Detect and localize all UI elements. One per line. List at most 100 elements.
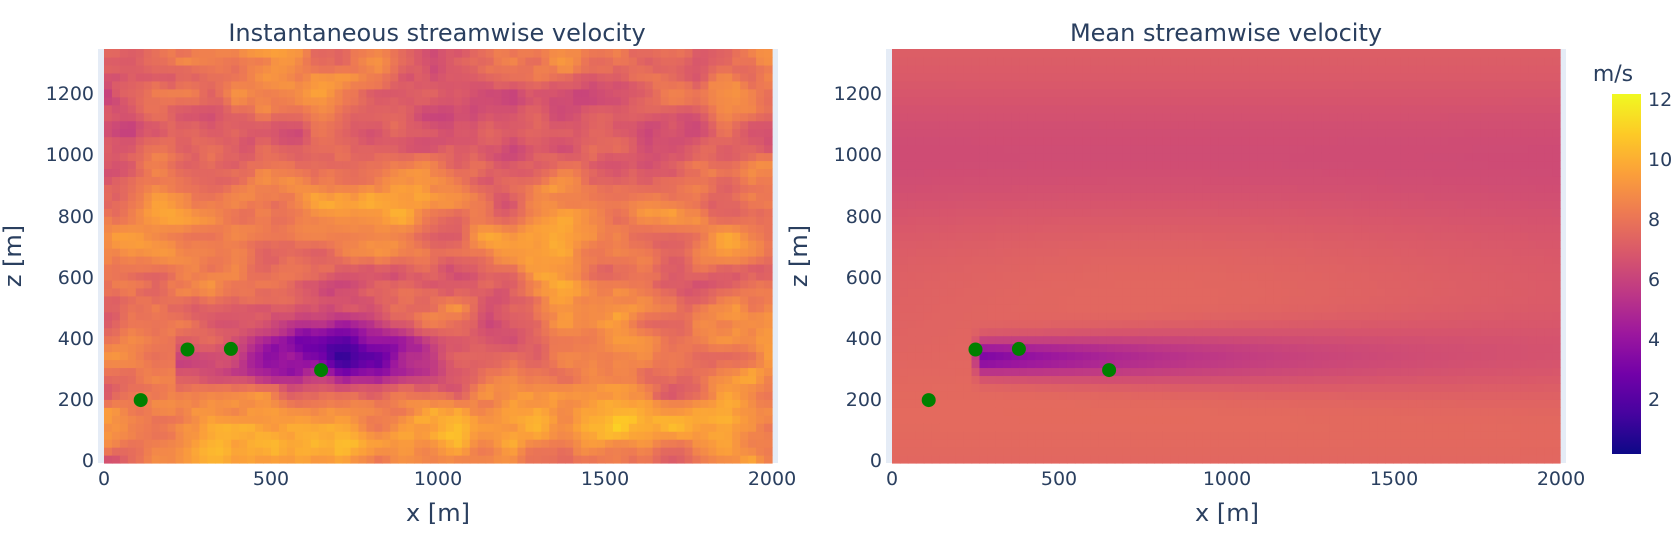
- heatmap-cell: [430, 56, 439, 66]
- heatmap-cell: [612, 248, 622, 257]
- heatmap-cell: [892, 415, 901, 424]
- heatmap-cell: [334, 439, 344, 448]
- heatmap-cell: [302, 104, 312, 114]
- heatmap-cell: [493, 216, 503, 225]
- heatmap-cell: [605, 192, 614, 201]
- heatmap-cell: [684, 407, 694, 416]
- heatmap-cell: [931, 88, 941, 98]
- heatmap-cell: [517, 271, 527, 281]
- heatmap-cell: [143, 383, 153, 392]
- heatmap-cell: [708, 335, 717, 345]
- heatmap-cell: [517, 88, 527, 98]
- heatmap-cell: [628, 88, 638, 98]
- heatmap-cell: [501, 327, 511, 337]
- heatmap-cell: [517, 327, 527, 337]
- heatmap-cell: [939, 64, 949, 74]
- heatmap-cell: [597, 431, 606, 440]
- heatmap-cell: [223, 455, 232, 464]
- heatmap-cell: [382, 152, 391, 162]
- heatmap-cell: [215, 303, 224, 313]
- heatmap-cell: [589, 431, 598, 440]
- heatmap-cell: [549, 144, 558, 154]
- heatmap-cell: [199, 295, 208, 305]
- heatmap-cell: [493, 311, 503, 321]
- heatmap-cell: [183, 383, 193, 392]
- heatmap-cell: [326, 319, 336, 329]
- heatmap-cell: [636, 319, 646, 329]
- heatmap-cell: [756, 439, 765, 448]
- heatmap-cell: [247, 168, 256, 177]
- heatmap-cell: [748, 176, 757, 185]
- heatmap-cell: [485, 192, 495, 201]
- heatmap-cell: [143, 104, 153, 114]
- heatmap-cell: [915, 359, 925, 369]
- heatmap-cell: [676, 136, 686, 146]
- heatmap-cell: [477, 335, 487, 345]
- heatmap-cell: [764, 144, 773, 154]
- heatmap-cell: [485, 72, 495, 82]
- heatmap-cell: [509, 327, 519, 337]
- heatmap-cell: [700, 240, 709, 249]
- heatmap-cell: [963, 152, 973, 162]
- heatmap-cell: [390, 295, 399, 305]
- heatmap-cell: [565, 447, 574, 456]
- heatmap-cell: [271, 112, 280, 122]
- heatmap-cell: [740, 295, 749, 305]
- heatmap-cell: [517, 216, 527, 225]
- heatmap-cell: [215, 375, 224, 384]
- heatmap-cell: [326, 64, 336, 74]
- heatmap-cell: [390, 216, 399, 225]
- heatmap-cell: [255, 295, 264, 305]
- heatmap-cell: [915, 335, 925, 345]
- heatmap-cell: [923, 104, 933, 114]
- heatmap-cell: [310, 144, 320, 154]
- heatmap-cell: [939, 287, 949, 297]
- heatmap-cell: [915, 144, 925, 154]
- heatmap-cell: [469, 216, 479, 225]
- heatmap-cell: [215, 232, 224, 241]
- heatmap-cell: [692, 80, 702, 90]
- heatmap-cell: [294, 383, 304, 392]
- heatmap-cell: [676, 279, 686, 289]
- heatmap-cell: [247, 72, 256, 82]
- heatmap-cell: [716, 367, 725, 377]
- heatmap-cell: [453, 160, 463, 170]
- heatmap-cell: [247, 375, 256, 384]
- heatmap-cell: [111, 56, 121, 66]
- heatmap-cell: [135, 431, 145, 440]
- heatmap-cell: [716, 96, 725, 106]
- heatmap-cell: [414, 104, 423, 114]
- heatmap-cell: [366, 216, 375, 225]
- heatmap-cell: [620, 383, 630, 392]
- heatmap-cell: [748, 72, 757, 82]
- heatmap-cell: [549, 423, 558, 432]
- heatmap-cell: [215, 295, 224, 305]
- heatmap-cell: [215, 287, 224, 297]
- heatmap-cell: [501, 303, 511, 313]
- heatmap-cell: [398, 415, 407, 424]
- heatmap-cell: [374, 152, 383, 162]
- heatmap-cell: [350, 351, 360, 361]
- heatmap-cell: [111, 168, 121, 177]
- heatmap-cell: [692, 88, 702, 98]
- heatmap-cell: [167, 375, 177, 384]
- heatmap-cell: [652, 216, 662, 225]
- heatmap-cell: [310, 391, 320, 400]
- heatmap-cell: [286, 335, 296, 345]
- heatmap-cell: [931, 64, 941, 74]
- heatmap-cell: [652, 439, 662, 448]
- heatmap-cell: [302, 311, 312, 321]
- heatmap-cell: [255, 415, 264, 424]
- heatmap-cell: [589, 200, 598, 209]
- heatmap-cell: [660, 407, 670, 416]
- heatmap-cell: [724, 104, 733, 114]
- heatmap-cell: [382, 224, 391, 233]
- heatmap-cell: [955, 431, 965, 440]
- heatmap-cell: [326, 152, 336, 162]
- heatmap-cell: [231, 303, 240, 313]
- heatmap-cell: [175, 232, 185, 241]
- heatmap-cell: [668, 455, 678, 464]
- heatmap-cell: [573, 168, 582, 177]
- heatmap-cell: [469, 248, 479, 257]
- y-tick-label: 600: [58, 267, 94, 289]
